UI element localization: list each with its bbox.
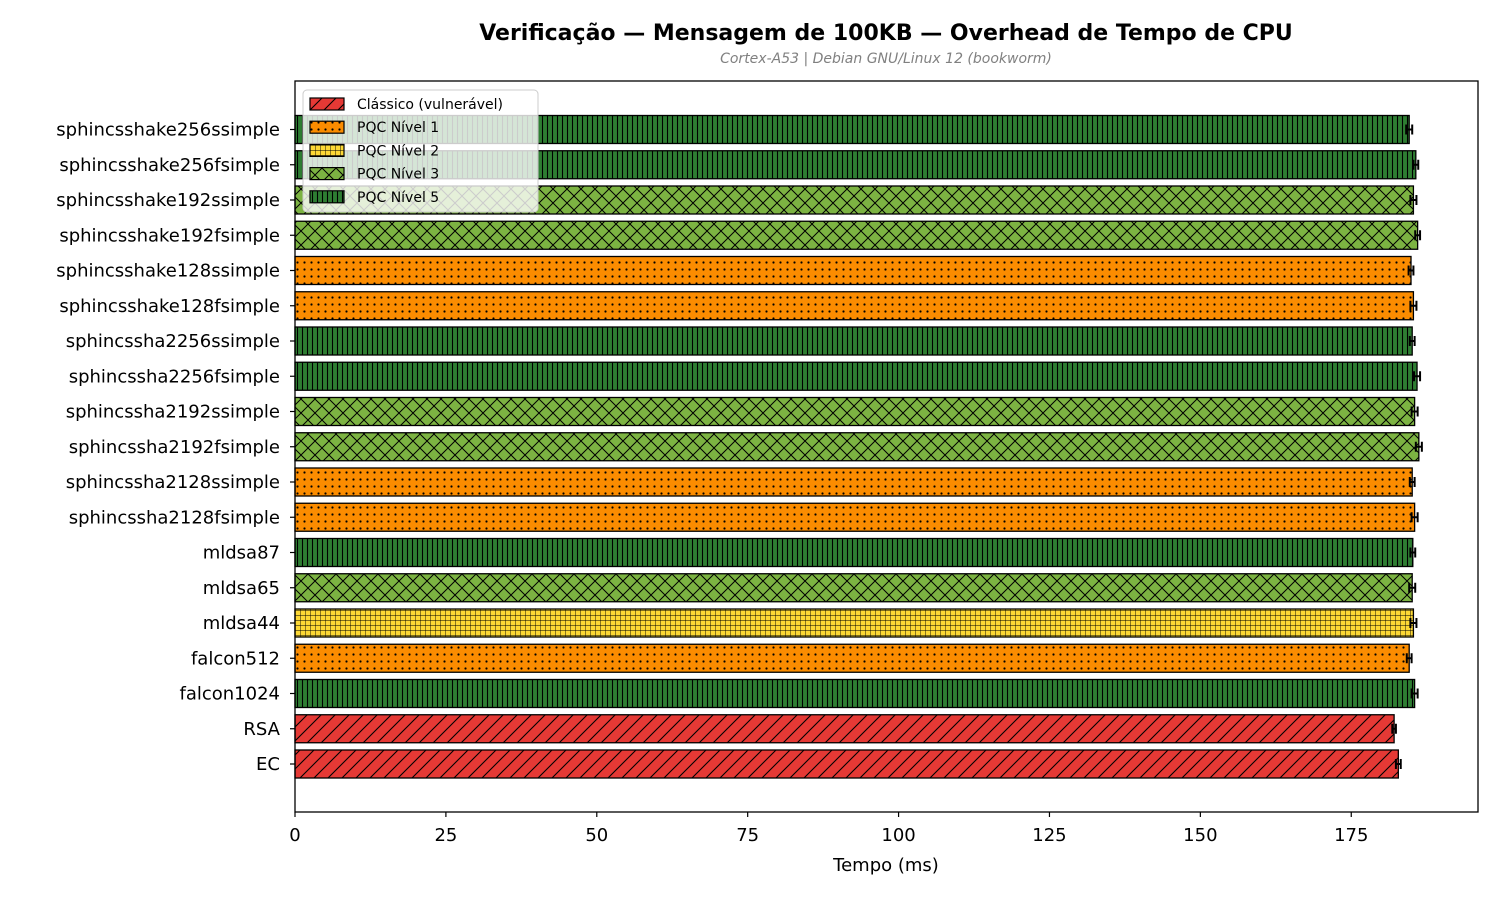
- x-axis-label: Tempo (ms): [832, 855, 939, 876]
- y-tick-label-sphincsshake256ssimple: sphincsshake256ssimple: [56, 120, 280, 141]
- bar-sphincssha2256ssimple: [294, 326, 1413, 356]
- error-bar-sphincssha2256fsimple: [1413, 371, 1422, 382]
- error-bar-sphincssha2128ssimple: [1408, 477, 1416, 487]
- y-tick-label-sphincssha2192fsimple: sphincssha2192fsimple: [69, 437, 280, 458]
- x-tick-label-0: 0: [289, 825, 300, 846]
- bar-sphincssha2128fsimple: [294, 502, 1416, 532]
- legend-label-l2: PQC Nível 2: [357, 143, 439, 159]
- y-tick-label-sphincssha2128ssimple: sphincssha2128ssimple: [66, 472, 280, 493]
- x-tick-label-175: 175: [1334, 825, 1368, 846]
- error-bar-mldsa44: [1409, 618, 1418, 628]
- error-bar-mldsa65: [1408, 582, 1417, 593]
- legend-label-classic: Clássico (vulnerável): [357, 97, 503, 113]
- legend-swatch-l1: [309, 120, 345, 134]
- x-tick-label-50: 50: [585, 825, 608, 846]
- error-bar-mldsa87: [1409, 547, 1417, 558]
- chart-title: Verificação — Mensagem de 100KB — Overhe…: [479, 21, 1293, 46]
- bar-mldsa87: [294, 537, 1414, 568]
- y-tick-label-sphincsshake128ssimple: sphincsshake128ssimple: [56, 261, 280, 282]
- y-tick-label-sphincsshake192fsimple: sphincsshake192fsimple: [59, 225, 280, 246]
- bar-RSA: [294, 714, 1395, 744]
- legend-swatch-l2: [309, 143, 345, 157]
- bar-sphincsshake192fsimple: [294, 220, 1419, 250]
- y-tick-label-sphincssha2192ssimple: sphincssha2192ssimple: [66, 402, 280, 423]
- y-tick-label-mldsa65: mldsa65: [203, 578, 280, 599]
- y-tick-label-sphincsshake256fsimple: sphincsshake256fsimple: [59, 155, 280, 176]
- y-tick-label-sphincssha2128fsimple: sphincssha2128fsimple: [69, 507, 280, 528]
- bar-sphincssha2192fsimple: [294, 432, 1420, 462]
- error-bar-sphincssha2128fsimple: [1410, 512, 1419, 523]
- y-tick-label-RSA: RSA: [243, 719, 280, 740]
- error-bar-RSA: [1391, 723, 1397, 734]
- legend-swatch-l5: [309, 190, 345, 204]
- error-bar-sphincssha2192fsimple: [1414, 441, 1423, 452]
- legend-label-l3: PQC Nível 3: [357, 167, 439, 183]
- y-tick-label-sphincsshake128fsimple: sphincsshake128fsimple: [59, 296, 280, 317]
- error-bar-sphincsshake256ssimple: [1405, 124, 1414, 135]
- plot-frame: [294, 80, 1479, 813]
- error-bar-sphincsshake192ssimple: [1409, 195, 1418, 205]
- y-tick-label-sphincssha2256ssimple: sphincssha2256ssimple: [66, 331, 280, 352]
- error-bar-sphincsshake256fsimple: [1412, 159, 1420, 170]
- chart-subtitle: Cortex-A53 | Debian GNU/Linux 12 (bookwo…: [720, 51, 1052, 67]
- legend-label-l1: PQC Nível 1: [357, 120, 439, 136]
- legend-box: [302, 89, 539, 213]
- error-bar-sphincsshake128ssimple: [1407, 265, 1415, 276]
- error-bar-falcon512: [1405, 653, 1413, 664]
- error-bar-sphincssha2192ssimple: [1410, 406, 1419, 417]
- y-tick-label-EC: EC: [256, 754, 280, 775]
- y-tick-label-falcon1024: falcon1024: [180, 684, 281, 705]
- x-tick-label-75: 75: [736, 825, 759, 846]
- x-tick-label-100: 100: [881, 825, 915, 846]
- bar-sphincsshake128fsimple: [294, 291, 1415, 321]
- bar-falcon1024: [294, 678, 1416, 709]
- y-tick-label-mldsa44: mldsa44: [203, 613, 280, 634]
- legend: Clássico (vulnerável) PQC Nível 1 PQC Níve…: [302, 89, 539, 213]
- error-bar-EC: [1394, 759, 1402, 769]
- error-bar-sphincsshake192fsimple: [1414, 230, 1422, 241]
- bars-layer: [294, 114, 1423, 779]
- bar-sphincssha2192ssimple: [294, 396, 1416, 427]
- y-tick-label-mldsa87: mldsa87: [203, 543, 280, 564]
- y-axis-ticks: sphincsshake256ssimple sphincsshake256fsi…: [56, 120, 295, 775]
- y-tick-label-sphincsshake192ssimple: sphincsshake192ssimple: [56, 190, 280, 211]
- x-tick-label-125: 125: [1032, 825, 1066, 846]
- x-tick-label-25: 25: [434, 825, 457, 846]
- bar-EC: [294, 749, 1399, 779]
- y-tick-label-sphincssha2256fsimple: sphincssha2256fsimple: [69, 366, 280, 387]
- x-tick-label-150: 150: [1183, 825, 1217, 846]
- error-bar-sphincsshake128fsimple: [1409, 300, 1418, 311]
- bar-sphincssha2256fsimple: [294, 361, 1418, 391]
- x-axis-ticks: 0 25 50 75 100 125 150 175: [289, 812, 1368, 846]
- legend-label-l5: PQC Nível 5: [357, 190, 439, 206]
- bar-mldsa65: [294, 573, 1413, 603]
- legend-swatch-l3: [309, 167, 345, 181]
- bar-falcon512: [294, 643, 1410, 673]
- bar-sphincsshake128ssimple: [294, 255, 1412, 286]
- legend-swatch-classic: [309, 97, 345, 111]
- error-bar-sphincssha2256ssimple: [1408, 336, 1416, 346]
- y-tick-label-falcon512: falcon512: [191, 648, 280, 669]
- error-bar-falcon1024: [1410, 688, 1419, 699]
- bar-sphincssha2128ssimple: [294, 467, 1413, 497]
- bar-mldsa44: [294, 608, 1415, 638]
